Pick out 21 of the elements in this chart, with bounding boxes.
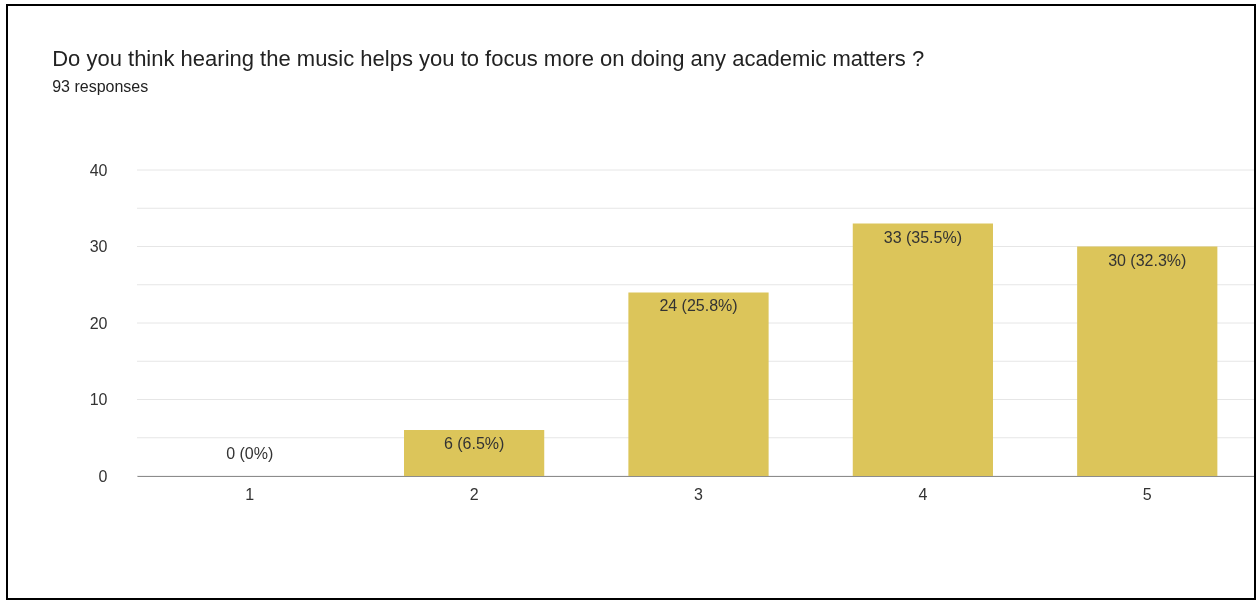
x-tick-label: 1 [245,485,255,503]
data-label: 6 (6.5%) [443,435,505,453]
x-tick-label: 4 [918,485,928,503]
chart-title: Do you think hearing the music helps you to focus more on doing any academic matters ? [52,46,925,71]
x-tick-label: 2 [469,485,479,503]
data-label: 33 (35.5%) [883,228,963,246]
data-label: 30 (32.3%) [1108,251,1187,269]
bar [852,223,993,476]
data-label: 24 (25.8%) [659,297,738,315]
bar [404,430,545,476]
bar [628,292,769,476]
y-tick-label: 10 [89,391,108,408]
y-tick-label: 20 [89,314,108,332]
x-tick-label: 5 [1142,485,1152,503]
chart-subtitle: 93 responses [52,78,149,95]
x-tick-label: 3 [694,485,704,503]
data-label: 0 (0%) [226,445,274,462]
bar [1077,246,1218,476]
y-tick-label: 40 [89,161,108,179]
y-tick-label: 0 [98,467,108,485]
y-tick-label: 30 [89,238,108,255]
